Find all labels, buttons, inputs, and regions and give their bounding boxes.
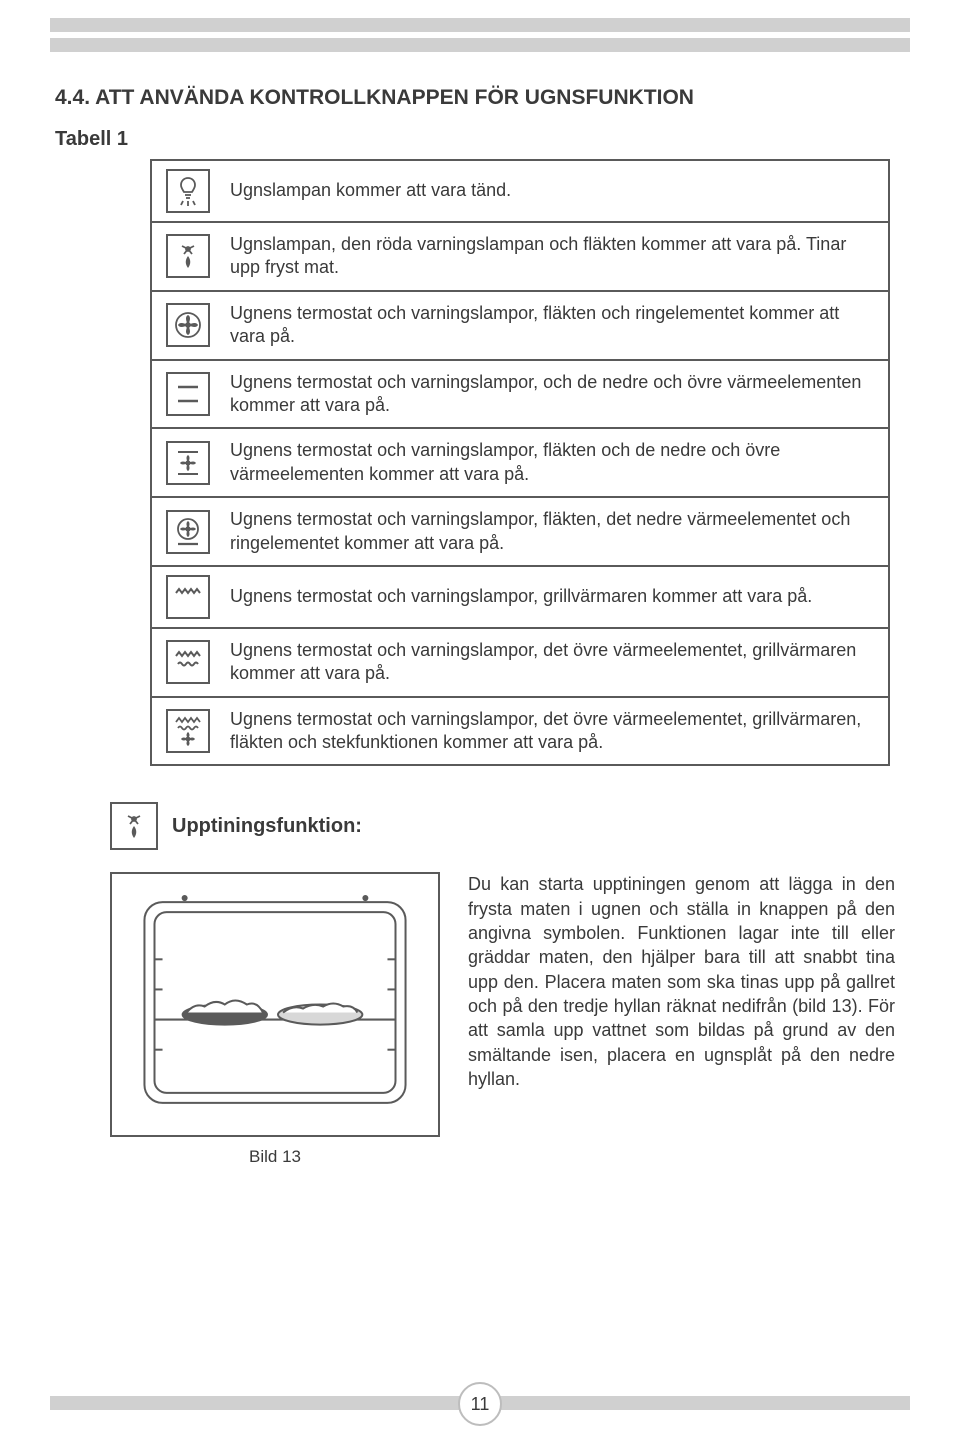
fan-ring-bottom-icon bbox=[166, 510, 210, 554]
row-text: Ugnens termostat och varningslampor, gri… bbox=[224, 575, 888, 618]
row-text: Ugnslampan kommer att vara tänd. bbox=[224, 169, 888, 212]
defrost-heading-row: Upptiningsfunktion: bbox=[110, 802, 905, 850]
section-heading: 4.4. ATT ANVÄNDA KONTROLLKNAPPEN FÖR UGN… bbox=[55, 86, 905, 110]
page-number: 11 bbox=[458, 1382, 502, 1426]
top-bottom-icon bbox=[166, 372, 210, 416]
defrost-body-row: Bild 13 Du kan starta upptiningen genom … bbox=[110, 872, 905, 1167]
defrost-body: Du kan starta upptiningen genom att lägg… bbox=[468, 872, 905, 1167]
header-bar-2 bbox=[50, 38, 910, 52]
icon-cell bbox=[152, 161, 224, 221]
defrost-icon bbox=[166, 234, 210, 278]
icon-cell bbox=[152, 295, 224, 355]
row-text: Ugnens termostat och varningslampor, flä… bbox=[224, 429, 888, 496]
icon-cell bbox=[152, 632, 224, 692]
oven-illustration bbox=[110, 872, 440, 1137]
grill-top-icon bbox=[166, 640, 210, 684]
page-content: 4.4. ATT ANVÄNDA KONTROLLKNAPPEN FÖR UGN… bbox=[0, 58, 960, 1167]
table-row: Ugnens termostat och varningslampor, det… bbox=[152, 629, 888, 698]
table-row: Ugnens termostat och varningslampor, flä… bbox=[152, 498, 888, 567]
table-row: Ugnens termostat och varningslampor, gri… bbox=[152, 567, 888, 629]
footer-bar: 11 bbox=[50, 1396, 910, 1410]
table-label: Tabell 1 bbox=[55, 128, 905, 151]
grill-top-fan-icon bbox=[166, 709, 210, 753]
function-table: Ugnslampan kommer att vara tänd. Ugnslam… bbox=[150, 159, 890, 766]
footer: 11 bbox=[0, 1396, 960, 1410]
row-text: Ugnens termostat och varningslampor, det… bbox=[224, 629, 888, 696]
table-row: Ugnslampan kommer att vara tänd. bbox=[152, 161, 888, 223]
icon-cell bbox=[152, 433, 224, 493]
defrost-title: Upptiningsfunktion: bbox=[172, 815, 362, 838]
fan-ring-icon bbox=[166, 303, 210, 347]
row-text: Ugnens termostat och varningslampor, och… bbox=[224, 361, 888, 428]
fan-top-bottom-icon bbox=[166, 441, 210, 485]
icon-cell bbox=[152, 364, 224, 424]
row-text: Ugnens termostat och varningslampor, det… bbox=[224, 698, 888, 765]
lamp-icon bbox=[166, 169, 210, 213]
table-row: Ugnens termostat och varningslampor, och… bbox=[152, 361, 888, 430]
icon-cell bbox=[152, 567, 224, 627]
row-text: Ugnslampan, den röda varningslampan och … bbox=[224, 223, 888, 290]
defrost-icon bbox=[110, 802, 158, 850]
icon-cell bbox=[152, 226, 224, 286]
header-bars bbox=[0, 0, 960, 52]
table-row: Ugnens termostat och varningslampor, det… bbox=[152, 698, 888, 765]
row-text: Ugnens termostat och varningslampor, flä… bbox=[224, 498, 888, 565]
table-row: Ugnens termostat och varningslampor, flä… bbox=[152, 429, 888, 498]
figure-caption: Bild 13 bbox=[110, 1147, 440, 1167]
table-row: Ugnslampan, den röda varningslampan och … bbox=[152, 223, 888, 292]
row-text: Ugnens termostat och varningslampor, flä… bbox=[224, 292, 888, 359]
icon-cell bbox=[152, 701, 224, 761]
table-row: Ugnens termostat och varningslampor, flä… bbox=[152, 292, 888, 361]
grill-icon bbox=[166, 575, 210, 619]
icon-cell bbox=[152, 502, 224, 562]
header-bar-1 bbox=[50, 18, 910, 32]
oven-figure: Bild 13 bbox=[110, 872, 440, 1167]
